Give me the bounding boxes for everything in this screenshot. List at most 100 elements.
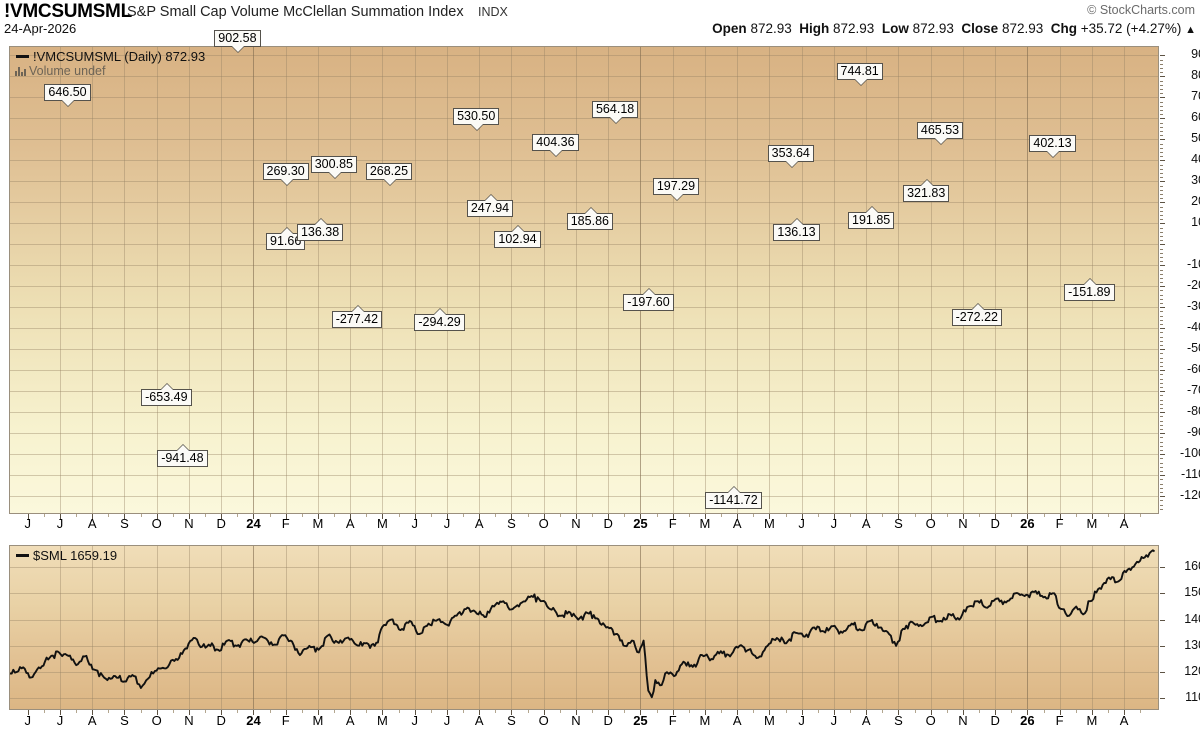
y-axis-minor-tick: [1160, 172, 1163, 174]
x-axis-label: A: [474, 516, 484, 531]
x-axis-label: D: [990, 713, 1000, 728]
y-axis-minor-tick: [1160, 273, 1163, 275]
y-axis-tick: [1160, 349, 1165, 351]
x-axis-minor-tick: [463, 514, 465, 517]
x-axis-tick: [866, 710, 868, 715]
y-axis-tick: [1160, 55, 1165, 57]
x-axis-tick: [414, 710, 416, 715]
callout-value: 268.25: [369, 164, 409, 178]
y-axis-minor-tick: [1160, 500, 1163, 502]
series-segment: [10, 55, 1151, 484]
y-axis-label: -100: [1186, 257, 1200, 272]
y-axis-label: 700: [1191, 89, 1200, 104]
y-axis-minor-tick: [1160, 311, 1163, 313]
callout-value: 102.94: [498, 231, 537, 246]
y-axis-minor-tick: [1160, 193, 1163, 195]
data-point-callout: 321.83: [903, 178, 950, 202]
x-axis-label: D: [216, 713, 226, 728]
x-axis-label: A: [732, 713, 742, 728]
x-axis-label: J: [24, 713, 31, 728]
x-axis-tick: [801, 514, 803, 519]
x-axis-tick: [575, 710, 577, 715]
y-axis-label: -200: [1186, 278, 1200, 293]
y-axis-label: -800: [1186, 404, 1200, 419]
x-axis-label: S: [120, 516, 129, 531]
x-axis-minor-tick: [76, 514, 78, 517]
data-point-callout: 91.66: [266, 227, 306, 251]
sml-price-line: [9, 549, 1156, 699]
x-axis-minor-tick: [1011, 514, 1013, 517]
y-axis-tick: [1160, 567, 1165, 569]
x-axis-label: A: [1119, 713, 1129, 728]
y-axis-minor-tick: [1160, 366, 1163, 368]
volume-legend: Volume undef: [15, 64, 105, 78]
data-point-callout: -277.42: [331, 304, 383, 328]
y-axis-minor-tick: [1160, 122, 1163, 124]
x-axis-tick: [1124, 710, 1126, 715]
x-axis-tick: [511, 710, 513, 715]
x-axis-tick: [479, 514, 481, 519]
callout-pointer: [643, 288, 656, 295]
y-axis-tick: [1160, 475, 1165, 477]
callout-pointer: [161, 384, 174, 391]
x-axis-tick: [672, 514, 674, 519]
callout-pointer: [550, 150, 563, 157]
x-axis-label: N: [571, 516, 581, 531]
x-axis-tick: [221, 514, 223, 519]
chart-header: !VMCSUMSML S&P Small Cap Volume McClella…: [0, 0, 1200, 46]
data-point-callout: 300.85: [310, 156, 357, 180]
y-axis-minor-tick: [1160, 315, 1163, 317]
y-axis-minor-tick: [1160, 353, 1163, 355]
y-axis-minor-tick: [1160, 479, 1163, 481]
x-axis-label: F: [1055, 516, 1064, 531]
top-panel-legend: !VMCSUMSML (Daily) 872.93: [16, 49, 205, 64]
data-point-callout: 197.29: [652, 177, 700, 201]
x-axis-minor-tick: [172, 710, 174, 713]
x-axis-tick: [898, 514, 900, 519]
x-axis-minor-tick: [269, 514, 271, 517]
data-point-callout: -1141.72: [705, 485, 762, 509]
callout-pointer: [609, 116, 622, 123]
y-axis-minor-tick: [1160, 214, 1163, 216]
y-axis-minor-tick: [1160, 72, 1163, 74]
x-axis-minor-tick: [495, 514, 497, 517]
bottom-panel-legend: $SML 1659.19: [16, 548, 117, 563]
y-axis-tick: [1160, 139, 1165, 141]
data-point-callout: 185.86: [566, 207, 613, 231]
x-axis-minor-tick: [527, 710, 529, 713]
x-axis-tick: [608, 710, 610, 715]
x-axis-minor-tick: [688, 514, 690, 517]
x-axis-label: N: [184, 516, 194, 531]
x-axis-minor-tick: [43, 710, 45, 713]
x-axis-tick: [253, 710, 255, 715]
x-axis-minor-tick: [946, 710, 948, 713]
y-axis-tick: [1160, 265, 1165, 267]
y-axis-tick: [1160, 412, 1165, 414]
x-axis-minor-tick: [1108, 710, 1110, 713]
data-point-callout: 268.25: [365, 163, 413, 186]
y-axis-minor-tick: [1160, 101, 1163, 103]
x-axis-tick: [640, 710, 642, 715]
x-axis-minor-tick: [656, 710, 658, 713]
open-label: Open: [712, 21, 747, 36]
x-axis-label: O: [538, 713, 549, 728]
y-axis-minor-tick: [1160, 168, 1163, 170]
x-axis-minor-tick: [559, 710, 561, 713]
y-axis-minor-tick: [1160, 227, 1163, 229]
x-axis-minor-tick: [559, 514, 561, 517]
x-axis-tick: [382, 710, 384, 715]
x-axis-tick: [640, 514, 642, 519]
callout-value: -294.29: [418, 315, 461, 330]
x-axis-minor-tick: [398, 710, 400, 713]
y-axis-label: 900: [1191, 47, 1200, 62]
price-chart-panel[interactable]: [9, 545, 1159, 710]
data-point-callout: 465.53: [916, 121, 964, 145]
x-axis-minor-tick: [1043, 710, 1045, 713]
high-label: High: [799, 21, 830, 36]
x-axis-minor-tick: [398, 514, 400, 517]
x-axis-label: J: [56, 516, 64, 531]
x-axis-tick: [59, 710, 61, 715]
x-axis-tick: [479, 710, 481, 715]
legend-line-swatch-2: [16, 554, 29, 557]
y-axis-label: -900: [1186, 425, 1200, 440]
